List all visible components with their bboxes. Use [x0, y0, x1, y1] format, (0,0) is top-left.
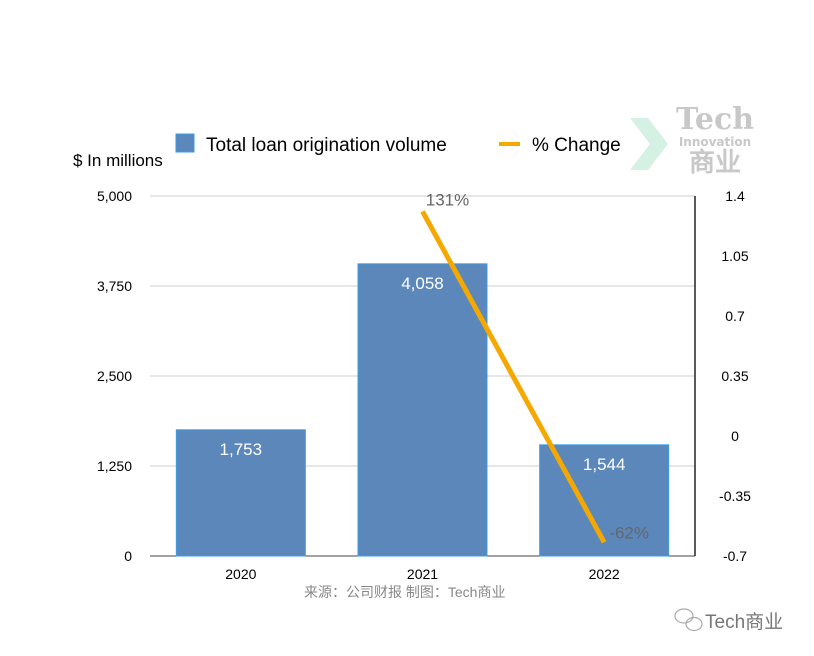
y-tick-label: 0 — [124, 548, 132, 564]
line-percent-change — [420, 210, 607, 544]
y2-tick-label: 0.7 — [725, 308, 745, 324]
y-tick-label: 2,500 — [97, 368, 132, 384]
y-tick-label: 5,000 — [97, 188, 132, 204]
line-value-label: -62% — [609, 523, 649, 542]
source-note: 来源：公司财报 制图：Tech商业 — [304, 584, 505, 600]
footer-brand: Tech商业 — [705, 611, 783, 633]
wechat-icon — [674, 608, 703, 632]
legend: Total loan origination volume % Change — [175, 133, 621, 156]
y-tick-label: 3,750 — [97, 278, 132, 294]
bar-2021 — [357, 263, 488, 557]
bar-value-label: 4,058 — [401, 274, 444, 293]
legend-label-line: % Change — [532, 135, 621, 156]
y2-tick-label: -0.35 — [719, 488, 751, 504]
watermark-text-innovation: Innovation — [678, 135, 752, 149]
y2-tick-label: -0.7 — [723, 548, 747, 564]
y-axis-label: $ In millions — [73, 151, 163, 170]
x-tick-label: 2021 — [407, 566, 438, 582]
x-tick-label: 2022 — [589, 566, 620, 582]
bar-value-label: 1,544 — [583, 455, 626, 474]
y2-tick-label: 0 — [731, 428, 739, 444]
line-value-label: 131% — [426, 190, 469, 209]
watermark-logo: Tech Innovation 商业 — [676, 102, 755, 179]
watermark-chevron-icon — [630, 118, 668, 170]
watermark-text-tech: Tech — [676, 102, 755, 137]
legend-swatch-bar — [175, 133, 195, 153]
legend-label-bar: Total loan origination volume — [206, 135, 447, 156]
y-tick-label: 1,250 — [97, 458, 132, 474]
y2-tick-label: 1.4 — [725, 188, 745, 204]
x-tick-label: 2020 — [225, 566, 256, 582]
bar-value-label: 1,753 — [220, 440, 263, 459]
y2-tick-label: 1.05 — [721, 248, 748, 264]
y2-tick-label: 0.35 — [721, 368, 748, 384]
bar-2020 — [175, 429, 306, 557]
watermark-text-cn: 商业 — [688, 148, 741, 178]
